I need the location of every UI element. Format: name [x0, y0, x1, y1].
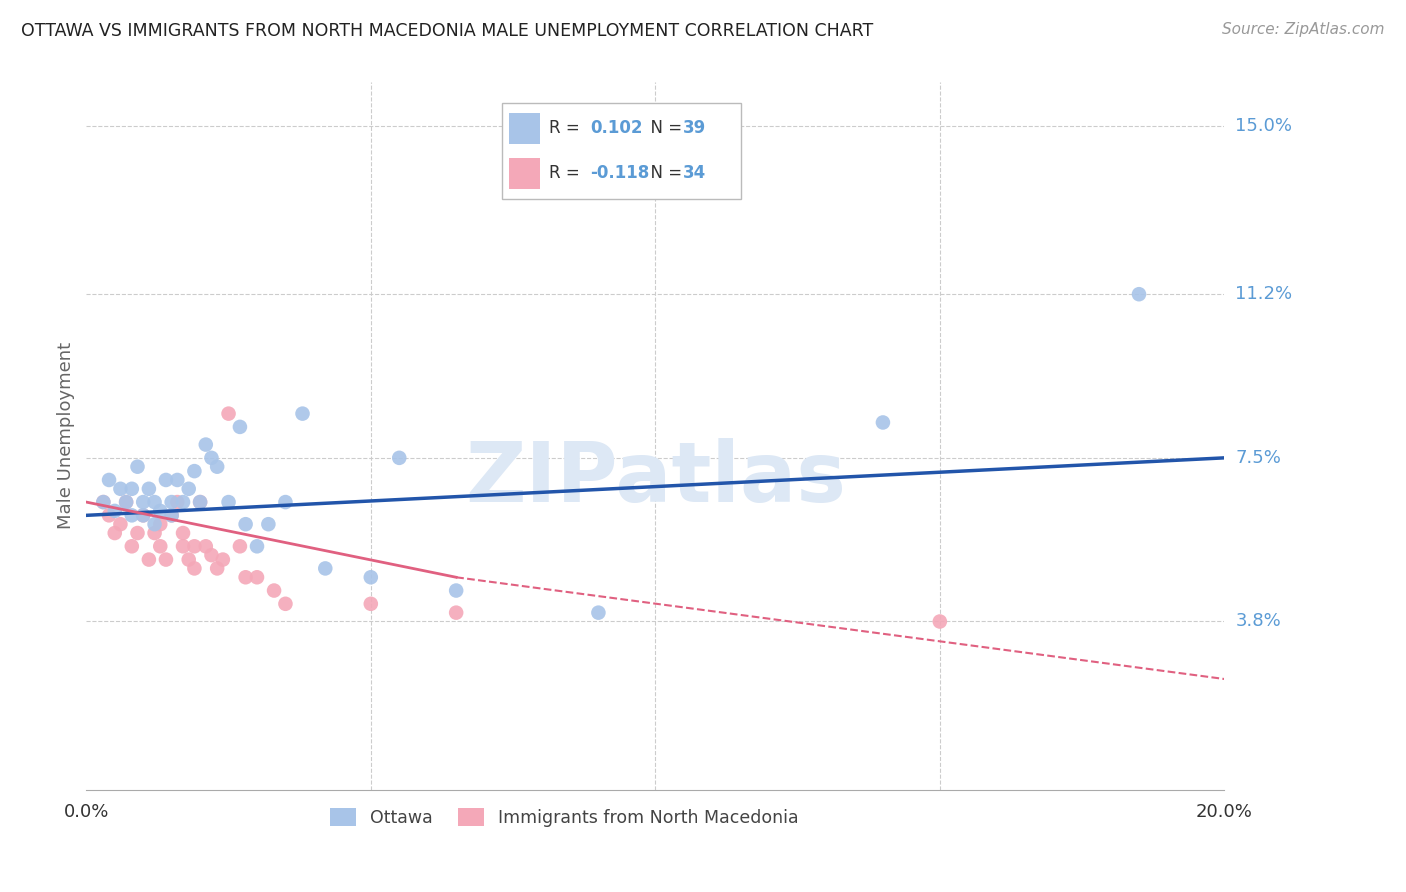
Point: [274, 495, 297, 509]
Point: [110, 482, 132, 496]
Point: [172, 526, 194, 541]
Point: [200, 548, 222, 562]
Point: [143, 526, 166, 541]
Point: [127, 459, 149, 474]
Point: [132, 495, 155, 509]
Text: OTTAWA VS IMMIGRANTS FROM NORTH MACEDONIA MALE UNEMPLOYMENT CORRELATION CHART: OTTAWA VS IMMIGRANTS FROM NORTH MACEDONI…: [21, 22, 873, 40]
Point: [143, 517, 166, 532]
Text: ZIPatlas: ZIPatlas: [465, 438, 846, 518]
Point: [143, 495, 166, 509]
Point: [149, 504, 172, 518]
Point: [132, 508, 155, 523]
Point: [172, 495, 194, 509]
Point: [115, 495, 138, 509]
Point: [127, 526, 149, 541]
Legend: Ottawa, Immigrants from North Macedonia: Ottawa, Immigrants from North Macedonia: [323, 801, 806, 834]
Point: [93, 495, 115, 509]
Point: [235, 517, 257, 532]
Point: [183, 539, 205, 553]
Point: [138, 482, 160, 496]
Point: [177, 482, 200, 496]
Point: [160, 508, 183, 523]
Point: [121, 539, 143, 553]
Point: [160, 495, 183, 509]
Point: [149, 517, 172, 532]
Point: [160, 508, 183, 523]
Text: 7.5%: 7.5%: [1236, 449, 1281, 467]
Point: [588, 606, 610, 620]
Point: [212, 552, 235, 566]
Point: [115, 495, 138, 509]
Point: [928, 615, 950, 629]
Point: [235, 570, 257, 584]
Point: [166, 473, 188, 487]
Point: [121, 482, 143, 496]
Point: [177, 552, 200, 566]
Point: [149, 539, 172, 553]
Point: [1128, 287, 1150, 301]
Point: [872, 416, 894, 430]
Point: [205, 459, 228, 474]
Point: [155, 473, 177, 487]
Point: [188, 495, 211, 509]
Text: 3.8%: 3.8%: [1236, 613, 1281, 631]
Point: [388, 450, 411, 465]
Point: [444, 583, 467, 598]
Point: [218, 407, 240, 421]
Point: [246, 570, 269, 584]
Point: [93, 495, 115, 509]
Point: [104, 504, 127, 518]
Text: Source: ZipAtlas.com: Source: ZipAtlas.com: [1222, 22, 1385, 37]
Point: [246, 539, 269, 553]
Point: [155, 552, 177, 566]
Point: [360, 597, 382, 611]
Y-axis label: Male Unemployment: Male Unemployment: [58, 343, 75, 529]
Point: [166, 495, 188, 509]
Point: [218, 495, 240, 509]
Point: [229, 539, 252, 553]
Point: [121, 508, 143, 523]
Point: [104, 526, 127, 541]
Point: [274, 597, 297, 611]
Point: [110, 517, 132, 532]
Point: [205, 561, 228, 575]
Point: [188, 495, 211, 509]
Point: [314, 561, 336, 575]
Point: [172, 539, 194, 553]
Point: [444, 606, 467, 620]
Point: [257, 517, 280, 532]
Point: [229, 420, 252, 434]
Point: [291, 407, 314, 421]
Point: [132, 508, 155, 523]
Point: [183, 464, 205, 478]
Point: [194, 539, 217, 553]
Text: 11.2%: 11.2%: [1236, 285, 1292, 303]
Point: [98, 508, 121, 523]
Point: [360, 570, 382, 584]
Point: [200, 450, 222, 465]
Point: [98, 473, 121, 487]
Point: [263, 583, 285, 598]
Text: 15.0%: 15.0%: [1236, 117, 1292, 135]
Point: [138, 552, 160, 566]
Point: [194, 437, 217, 451]
Point: [183, 561, 205, 575]
